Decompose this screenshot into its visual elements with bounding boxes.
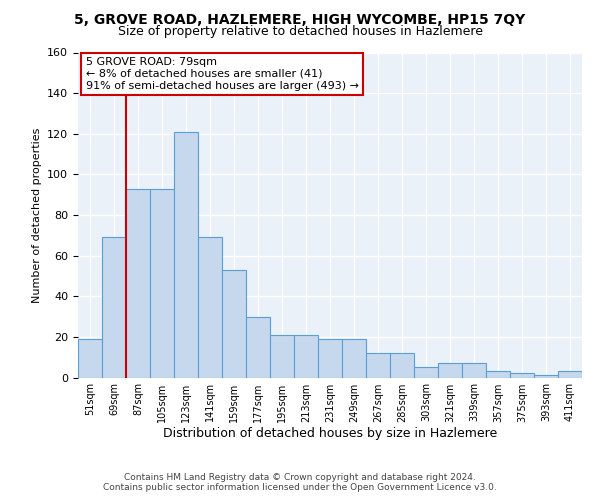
Bar bbox=[126, 188, 150, 378]
Text: Size of property relative to detached houses in Hazlemere: Size of property relative to detached ho… bbox=[118, 25, 482, 38]
Y-axis label: Number of detached properties: Number of detached properties bbox=[32, 128, 41, 302]
Bar bbox=[246, 316, 270, 378]
Bar bbox=[78, 339, 102, 378]
Bar bbox=[198, 238, 222, 378]
Bar bbox=[150, 188, 174, 378]
Text: 5, GROVE ROAD, HAZLEMERE, HIGH WYCOMBE, HP15 7QY: 5, GROVE ROAD, HAZLEMERE, HIGH WYCOMBE, … bbox=[74, 12, 526, 26]
Bar bbox=[318, 339, 342, 378]
Bar bbox=[174, 132, 198, 378]
Bar bbox=[462, 364, 486, 378]
Bar bbox=[414, 368, 438, 378]
Bar bbox=[438, 364, 462, 378]
Bar bbox=[558, 372, 582, 378]
X-axis label: Distribution of detached houses by size in Hazlemere: Distribution of detached houses by size … bbox=[163, 428, 497, 440]
Bar bbox=[102, 238, 126, 378]
Bar bbox=[510, 374, 534, 378]
Bar bbox=[270, 335, 294, 378]
Bar bbox=[222, 270, 246, 378]
Bar bbox=[390, 353, 414, 378]
Text: Contains HM Land Registry data © Crown copyright and database right 2024.
Contai: Contains HM Land Registry data © Crown c… bbox=[103, 473, 497, 492]
Bar bbox=[534, 376, 558, 378]
Bar bbox=[366, 353, 390, 378]
Bar bbox=[342, 339, 366, 378]
Bar bbox=[294, 335, 318, 378]
Text: 5 GROVE ROAD: 79sqm
← 8% of detached houses are smaller (41)
91% of semi-detache: 5 GROVE ROAD: 79sqm ← 8% of detached hou… bbox=[86, 58, 359, 90]
Bar bbox=[486, 372, 510, 378]
